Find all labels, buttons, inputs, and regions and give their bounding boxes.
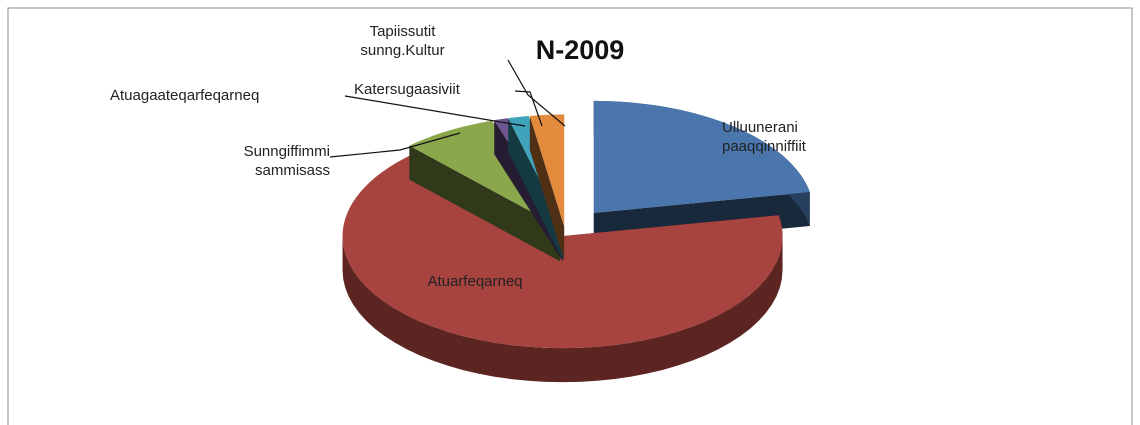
slice-top xyxy=(409,120,560,228)
chart-title: N-2009 xyxy=(536,35,625,65)
slice-top xyxy=(529,114,565,227)
slice-label: Sunngiffimmi sammisass xyxy=(243,143,330,179)
slice-side xyxy=(508,118,563,261)
frame xyxy=(7,7,1133,425)
leader-line xyxy=(344,95,526,127)
slice-label: Tapiissutit sunng.Kultur xyxy=(360,23,445,59)
slice-label: Atuagaateqarfeqarneq xyxy=(110,87,260,104)
slice-label: Ulluunerani paaqqinniffiit xyxy=(722,119,806,155)
slice-label: Atuarfeqarneq xyxy=(427,273,523,290)
leader-line xyxy=(329,132,461,158)
slice-side xyxy=(529,115,565,261)
pie-slice xyxy=(529,114,565,261)
leader-line xyxy=(514,90,543,127)
slice-top xyxy=(593,100,810,213)
slice-wall xyxy=(342,236,783,383)
slice-side xyxy=(409,145,560,262)
leader-line xyxy=(507,59,566,127)
slice-label: Katersugaasiviit xyxy=(354,81,460,98)
